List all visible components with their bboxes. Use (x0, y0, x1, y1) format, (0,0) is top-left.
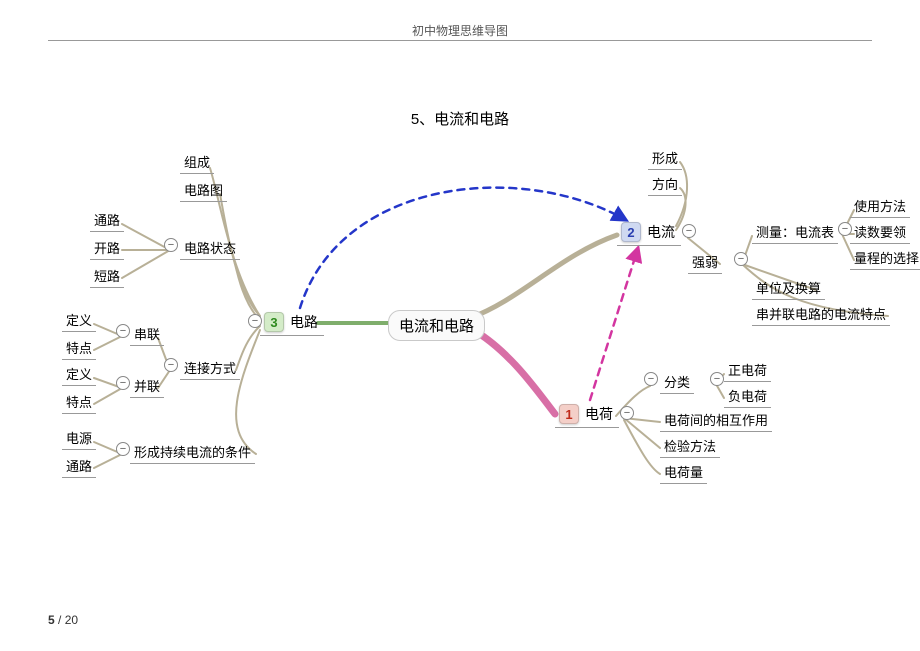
collapse-toggle-icon[interactable]: − (838, 222, 852, 236)
collapse-toggle-icon[interactable]: − (116, 324, 130, 338)
leaf-node[interactable]: 单位及换算 (752, 278, 825, 300)
leaf-node[interactable]: 电荷间的相互作用 (660, 410, 772, 432)
leaf-node[interactable]: 读数要领 (850, 222, 910, 244)
hub-charge[interactable]: 1 电荷 (555, 402, 619, 428)
center-node[interactable]: 电流和电路 (388, 310, 485, 341)
leaf-node[interactable]: 分类 (660, 372, 694, 394)
collapse-toggle-icon[interactable]: − (164, 358, 178, 372)
leaf-node[interactable]: 连接方式 (180, 358, 240, 380)
collapse-toggle-icon[interactable]: − (682, 224, 696, 238)
hub-label: 电荷 (585, 404, 613, 424)
collapse-toggle-icon[interactable]: − (734, 252, 748, 266)
collapse-toggle-icon[interactable]: − (644, 372, 658, 386)
section-title: 5、电流和电路 (0, 108, 920, 129)
collapse-toggle-icon[interactable]: − (116, 442, 130, 456)
leaf-node[interactable]: 短路 (90, 266, 124, 288)
hub-label: 电流 (647, 222, 675, 242)
hub-circuit[interactable]: 3 电路 (260, 310, 324, 336)
leaf-node[interactable]: 定义 (62, 310, 96, 332)
leaf-node[interactable]: 通路 (62, 456, 96, 478)
leaf-node[interactable]: 负电荷 (724, 386, 771, 408)
leaf-node[interactable]: 形成 (648, 148, 682, 170)
leaf-node[interactable]: 使用方法 (850, 196, 910, 218)
page-current: 5 (48, 613, 55, 627)
leaf-node[interactable]: 方向 (648, 174, 682, 196)
leaf-node[interactable]: 电源 (62, 428, 96, 450)
page-total: 20 (65, 613, 78, 627)
leaf-node[interactable]: 检验方法 (660, 436, 720, 458)
leaf-node[interactable]: 电荷量 (660, 462, 707, 484)
leaf-node[interactable]: 量程的选择 (850, 248, 920, 270)
leaf-node[interactable]: 并联 (130, 376, 164, 398)
leaf-node[interactable]: 正电荷 (724, 360, 771, 382)
leaf-node[interactable]: 电路图 (180, 180, 227, 202)
leaf-node[interactable]: 强弱 (688, 252, 722, 274)
leaf-node[interactable]: 串并联电路的电流特点 (752, 304, 890, 326)
page-header: 初中物理思维导图 (0, 22, 920, 39)
leaf-node[interactable]: 形成持续电流的条件 (130, 442, 255, 464)
header-rule (48, 40, 872, 41)
badge-1: 1 (559, 404, 579, 424)
leaf-node[interactable]: 定义 (62, 364, 96, 386)
leaf-node[interactable]: 特点 (62, 392, 96, 414)
collapse-toggle-icon[interactable]: − (710, 372, 724, 386)
collapse-toggle-icon[interactable]: − (116, 376, 130, 390)
leaf-node[interactable]: 串联 (130, 324, 164, 346)
leaf-node[interactable]: 开路 (90, 238, 124, 260)
leaf-node[interactable]: 通路 (90, 210, 124, 232)
leaf-node[interactable]: 电路状态 (180, 238, 240, 260)
collapse-toggle-icon[interactable]: − (248, 314, 262, 328)
badge-2: 2 (621, 222, 641, 242)
collapse-toggle-icon[interactable]: − (620, 406, 634, 420)
leaf-node[interactable]: 特点 (62, 338, 96, 360)
hub-current[interactable]: 2 电流 (617, 220, 681, 246)
collapse-toggle-icon[interactable]: − (164, 238, 178, 252)
page-number: 5 / 20 (48, 613, 78, 627)
leaf-node[interactable]: 组成 (180, 152, 214, 174)
hub-label: 电路 (290, 312, 318, 332)
badge-3: 3 (264, 312, 284, 332)
page-sep: / (58, 613, 65, 627)
leaf-node[interactable]: 测量：电流表 (752, 222, 838, 244)
